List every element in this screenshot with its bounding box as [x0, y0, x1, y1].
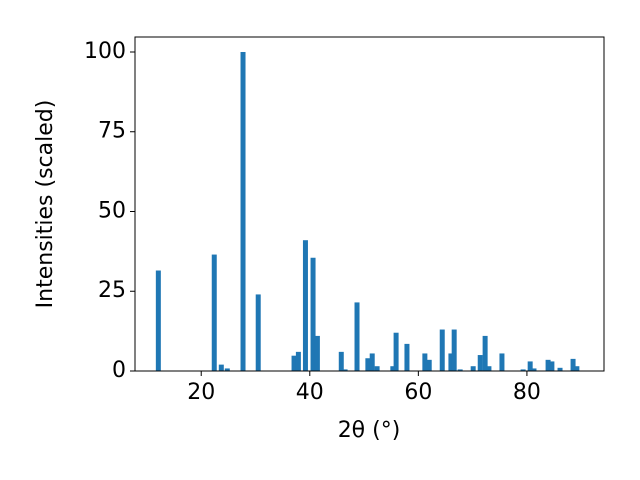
x-tick-label: 60 [404, 380, 432, 405]
bar [570, 358, 576, 371]
bar [557, 367, 563, 371]
y-axis-label: Intensities (scaled) [33, 100, 58, 309]
bar [374, 366, 380, 371]
bar [224, 368, 230, 371]
bar [295, 351, 301, 371]
bar [310, 257, 316, 371]
bar [314, 335, 320, 371]
bar [365, 358, 371, 371]
bar [574, 366, 580, 371]
bar [486, 366, 492, 371]
bar [531, 368, 537, 371]
bar [457, 369, 463, 371]
bar [448, 353, 454, 371]
x-tick-label: 80 [513, 380, 541, 405]
x-tick-label: 20 [187, 380, 215, 405]
bar [155, 270, 161, 371]
bar [369, 353, 375, 371]
bar [549, 361, 555, 371]
bar [291, 355, 297, 371]
y-tick-label: 75 [98, 119, 126, 144]
bar [211, 254, 217, 371]
y-tick-label: 100 [84, 39, 126, 64]
bar [470, 366, 476, 371]
bar [477, 355, 483, 371]
bar [422, 353, 428, 371]
y-tick-label: 50 [98, 198, 126, 223]
bar [527, 361, 533, 371]
plot-frame [134, 36, 605, 372]
bar [338, 351, 344, 371]
bar [439, 329, 445, 371]
bar [354, 302, 360, 371]
bar [451, 329, 457, 371]
bar [218, 364, 224, 371]
bar [255, 294, 261, 371]
y-tick-label: 25 [98, 278, 126, 303]
x-tick-label: 40 [296, 380, 324, 405]
bar [520, 369, 526, 371]
bar [393, 332, 399, 371]
bar [342, 369, 348, 371]
y-tick-label: 0 [112, 358, 126, 383]
bar [404, 343, 410, 371]
bar [499, 353, 505, 371]
bar [302, 240, 308, 371]
bar [240, 51, 246, 371]
bar [390, 366, 396, 371]
bar [482, 335, 488, 371]
bar [426, 359, 432, 371]
x-axis-label: 2θ (°) [338, 418, 401, 443]
bar [545, 359, 551, 371]
